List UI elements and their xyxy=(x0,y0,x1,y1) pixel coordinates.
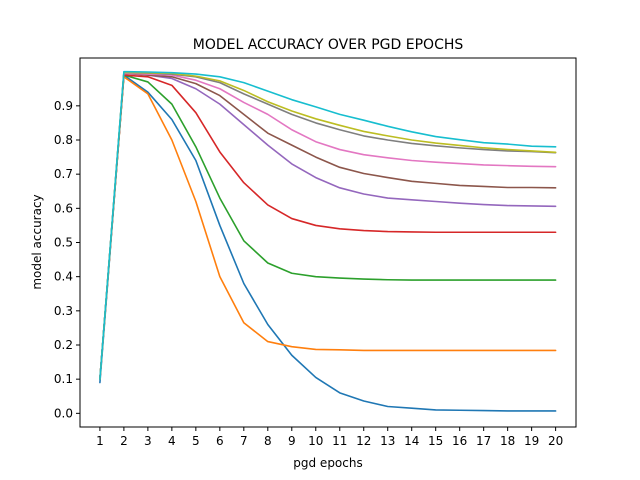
x-tick-label: 8 xyxy=(264,434,272,448)
series-4-line xyxy=(99,74,557,380)
series-5-line xyxy=(99,72,557,380)
x-tick-label: 15 xyxy=(428,434,443,448)
y-axis: 0.0 0.1 0.2 0.3 0.4 0.5 0.6 0.7 0.8 0.9 xyxy=(54,99,80,420)
x-tick-label: 16 xyxy=(452,434,467,448)
x-tick-label: 17 xyxy=(476,434,491,448)
x-tick-label: 19 xyxy=(524,434,539,448)
series-2-line xyxy=(99,75,557,380)
x-tick-label: 11 xyxy=(332,434,347,448)
y-tick-label: 0.6 xyxy=(54,201,73,215)
y-tick-label: 0.2 xyxy=(54,338,73,352)
x-tick-label: 20 xyxy=(548,434,563,448)
x-tick-label: 9 xyxy=(288,434,296,448)
x-tick-label: 5 xyxy=(192,434,200,448)
series-10-line xyxy=(99,70,557,380)
y-tick-label: 0.3 xyxy=(54,304,73,318)
y-tick-label: 0.9 xyxy=(54,99,73,113)
series-layer xyxy=(99,70,557,412)
y-tick-label: 0.7 xyxy=(54,167,73,181)
series-6-line xyxy=(99,72,557,380)
x-tick-label: 2 xyxy=(120,434,128,448)
x-axis: 1 2 3 4 5 6 7 8 9 10 11 12 13 14 15 16 17 18 19 20 xyxy=(96,427,563,448)
series-9-line xyxy=(99,71,557,380)
series-8-line xyxy=(99,71,557,380)
x-tick-label: 4 xyxy=(168,434,176,448)
y-tick-label: 0.5 xyxy=(54,236,73,250)
y-tick-label: 0.4 xyxy=(54,270,73,284)
y-tick-label: 0.0 xyxy=(54,406,73,420)
x-tick-label: 12 xyxy=(356,434,371,448)
y-axis-label: model accuracy xyxy=(30,194,44,289)
x-tick-label: 7 xyxy=(240,434,248,448)
chart-title: MODEL ACCURACY OVER PGD EPOCHS xyxy=(193,37,464,53)
x-tick-label: 13 xyxy=(380,434,395,448)
x-tick-label: 18 xyxy=(500,434,515,448)
series-7-line xyxy=(99,72,557,380)
y-tick-label: 0.1 xyxy=(54,372,73,386)
x-tick-label: 1 xyxy=(96,434,104,448)
x-tick-label: 14 xyxy=(404,434,419,448)
x-tick-label: 10 xyxy=(308,434,323,448)
x-tick-label: 6 xyxy=(216,434,224,448)
x-tick-label: 3 xyxy=(144,434,152,448)
series-3-line xyxy=(99,74,557,380)
x-axis-label: pgd epochs xyxy=(293,456,362,470)
plot-frame xyxy=(79,57,577,428)
series-1-line xyxy=(99,74,557,412)
y-tick-label: 0.8 xyxy=(54,133,73,147)
